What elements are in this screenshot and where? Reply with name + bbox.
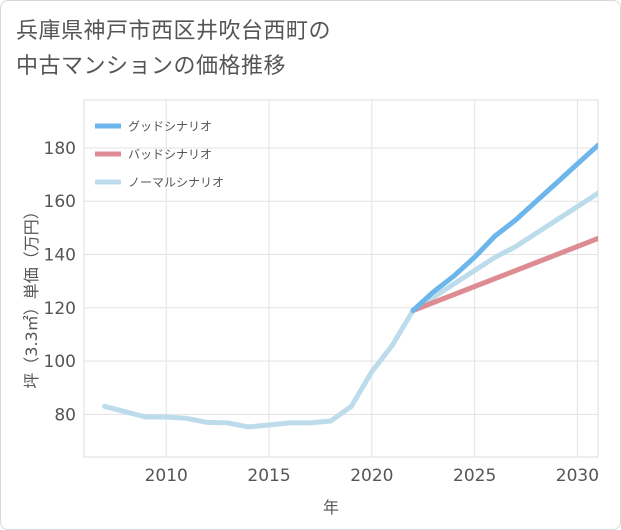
x-tick-label: 2025 xyxy=(453,466,496,486)
x-tick-label: 2020 xyxy=(350,466,393,486)
series-layer xyxy=(102,142,598,430)
x-tick-label: 2015 xyxy=(247,466,290,486)
chart-title: 兵庫県神戸市西区井吹台西町の 中古マンションの価格推移 xyxy=(16,14,576,84)
legend-label-good: グッドシナリオ xyxy=(128,120,212,134)
x-axis-title: 年 xyxy=(323,498,339,517)
y-tick-label: 80 xyxy=(54,405,76,425)
y-tick-label: 100 xyxy=(44,352,76,372)
y-tick-label: 180 xyxy=(44,139,76,159)
y-tick-label: 160 xyxy=(44,192,76,212)
y-tick-label: 120 xyxy=(44,299,76,319)
y-tick-label: 140 xyxy=(44,246,76,266)
x-tick-label: 2010 xyxy=(145,466,188,486)
plot-area xyxy=(83,99,599,458)
y-axis-title: 坪（3.3㎡）単価（万円） xyxy=(22,203,41,388)
chart-title-line-2: 中古マンションの価格推移 xyxy=(16,54,287,79)
tick-labels: 2010 2015 2020 2025 2030 80 100 120 140 160 180 xyxy=(44,139,600,486)
chart-title-line-1: 兵庫県神戸市西区井吹台西町の xyxy=(16,19,332,44)
legend-label-normal: ノーマルシナリオ xyxy=(128,176,224,190)
series-line-good xyxy=(410,142,598,313)
series-line-bad xyxy=(410,236,598,313)
legend-label-bad: バッドシナリオ xyxy=(128,148,212,162)
x-tick-label: 2030 xyxy=(556,466,599,486)
series-line-normal xyxy=(102,190,598,430)
